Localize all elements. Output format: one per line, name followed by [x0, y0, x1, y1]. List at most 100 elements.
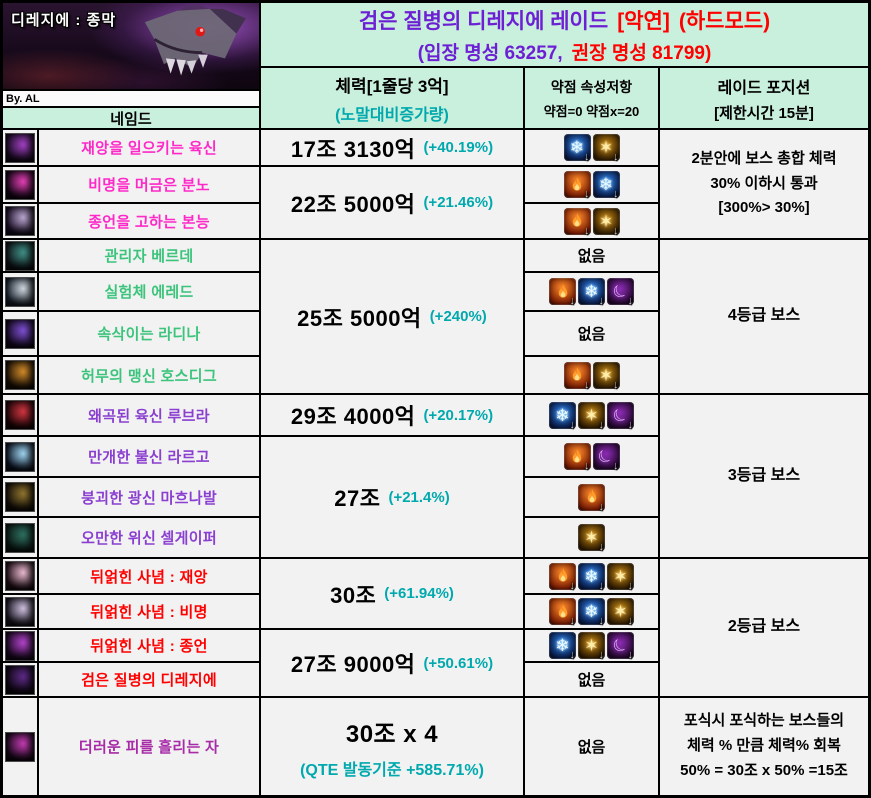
boss-portrait-icon — [5, 482, 35, 512]
down-arrow-icon: ↓ — [569, 418, 576, 431]
down-arrow-icon: ↓ — [613, 460, 619, 472]
position-line: 3등급 보스 — [727, 466, 801, 484]
fire-icon: ↓ — [549, 562, 576, 592]
down-arrow-icon: ↓ — [569, 649, 576, 661]
hp-increase: (+21.4%) — [388, 488, 450, 506]
author-credit: By. AL — [3, 91, 259, 106]
down-arrow-icon: ↓ — [584, 151, 590, 163]
weakness-cell: ↓ ❄ ↓ — [525, 167, 658, 202]
position-line: [300%> 30%] — [718, 199, 810, 217]
raid-title-cell: 검은 질병의 디레지에 레이드 [악연] (하드모드) (입장 명성 63257… — [261, 3, 868, 66]
element-glyph: ❄ — [569, 138, 585, 157]
weakness-cell: 없음 — [525, 312, 658, 355]
hp-cell: 29조 4000억 (+20.17%) — [261, 395, 523, 435]
hp-cell: 17조 3130억 (+40.19%) — [261, 130, 523, 165]
raid-title-main: 검은 질병의 디레지에 레이드 — [358, 9, 609, 33]
hp-cell: 27조 (+21.4%) — [261, 437, 523, 557]
boss-name: 관리자 베르데 — [39, 240, 259, 271]
down-arrow-icon: ↓ — [598, 579, 605, 592]
ice-icon: ❄ ↓ — [592, 171, 620, 200]
hp-header-line2: (노말대비증가량) — [335, 106, 449, 124]
hp-increase: (+20.17%) — [423, 406, 494, 424]
down-arrow-icon: ↓ — [598, 418, 605, 431]
raid-fame-recommended: 권장 명성 81799) — [571, 42, 712, 64]
down-arrow-icon: ↓ — [584, 224, 590, 237]
weakness-cell: ❄ ↓ ✶ ↓ ☾ ↓ — [525, 395, 658, 435]
boss-portrait-icon — [5, 522, 35, 553]
boss-name: 재앙을 일으키는 육신 — [39, 130, 259, 165]
weakness-cell: ↓ ❄ ↓ ✶ ↓ — [525, 559, 658, 593]
weakness-cell: ↓ ✶ ↓ — [525, 357, 658, 393]
weakness-cell: ↓ ✶ ↓ — [525, 204, 658, 238]
boss-icon-cell — [3, 395, 37, 435]
position-header-line2: [제한시간 15분] — [714, 104, 814, 122]
down-arrow-icon: ↓ — [627, 295, 634, 307]
hp-value: 30조 — [330, 582, 377, 608]
top-right-section: 검은 질병의 디레지에 레이드 [악연] (하드모드) (입장 명성 63257… — [261, 3, 868, 128]
hp-value: 17조 3130억 — [290, 136, 416, 162]
boss-table-body: 재앙을 일으키는 육신 ❄ ↓ ✶ ↓ 비명을 머금은 분노 ↓ ❄ ↓ 종언을 고하는 본능 ↓ ✶… — [3, 130, 868, 795]
ice-icon: ❄ ↓ — [549, 401, 576, 431]
boss-name: 뒤얽힌 사념 : 비명 — [39, 595, 259, 628]
boss-name: 실험체 에레드 — [39, 273, 259, 310]
boss-name: 뒤얽힌 사념 : 종언 — [39, 630, 259, 661]
dark-icon: ☾ ↓ — [607, 632, 634, 661]
boss-icon-cell — [3, 130, 37, 165]
boss-icon-cell — [3, 204, 37, 238]
down-arrow-icon: ↓ — [627, 615, 634, 627]
boss-name: 뒤얽힌 사념 : 재앙 — [39, 559, 259, 593]
boss-portrait-icon — [5, 169, 35, 200]
position-line: 2등급 보스 — [727, 618, 801, 636]
boss-name: 속삭이는 라디나 — [39, 312, 259, 355]
hp-increase: (+61.94%) — [384, 585, 454, 602]
hp-cell: 30조 (+61.94%) — [261, 559, 523, 628]
boss-icon-cell — [3, 518, 37, 557]
position-header-line1: 레이드 포지션 — [717, 79, 811, 97]
boss-portrait-icon — [5, 400, 35, 430]
ice-icon: ❄ ↓ — [578, 278, 605, 307]
down-arrow-icon: ↓ — [584, 188, 590, 200]
no-weakness-label: 없음 — [577, 248, 606, 265]
hp-increase: (+240%) — [429, 308, 487, 325]
boss-name: 허무의 맹신 호스디그 — [39, 357, 259, 393]
boss-icon-cell — [3, 559, 37, 593]
element-glyph: ✶ — [613, 602, 628, 621]
raid-title-mode: (하드모드) — [678, 9, 771, 33]
dark-icon: ☾ ↓ — [607, 401, 634, 431]
boss-portrait-icon — [5, 630, 35, 661]
light-icon: ✶ ↓ — [578, 632, 605, 661]
weakness-cell: ✶ ↓ — [525, 518, 658, 557]
light-icon: ✶ ↓ — [578, 401, 605, 431]
weakness-cell: ❄ ↓ ✶ ↓ ☾ ↓ — [525, 630, 658, 661]
position-line: 4등급 보스 — [727, 307, 801, 325]
hp-value: 29조 4000억 — [290, 404, 416, 429]
weakness-header-line2: 약점=0 약점x=20 — [543, 103, 640, 119]
position-cell: 4등급 보스 — [660, 240, 868, 393]
hp-cell: 30조 x 4 (QTE 발동기준 +585.71%) — [261, 698, 523, 795]
element-glyph: ✶ — [584, 405, 599, 425]
boss-icon-cell — [3, 698, 37, 795]
fire-icon: ↓ — [563, 361, 591, 391]
element-glyph: ✶ — [613, 566, 628, 586]
weakness-cell: ↓ ❄ ↓ ☾ ↓ — [525, 273, 658, 310]
boss-portrait-icon — [5, 561, 35, 591]
hp-value: 27조 — [334, 486, 381, 511]
ice-icon: ❄ ↓ — [578, 598, 605, 627]
hp-increase: (+50.61%) — [423, 654, 494, 672]
fire-icon: ↓ — [563, 443, 591, 472]
weakness-cell: ❄ ↓ ✶ ↓ — [525, 130, 658, 165]
no-weakness-label: 없음 — [577, 326, 606, 343]
column-headers: 체력[1줄당 3억] (노말대비증가량) 약점 속성저항 약점=0 약점x=20… — [261, 68, 868, 128]
down-arrow-icon: ↓ — [627, 649, 634, 661]
position-cell: 3등급 보스 — [660, 395, 868, 557]
light-icon: ✶ ↓ — [592, 134, 620, 163]
down-arrow-icon: ↓ — [569, 615, 576, 627]
weakness-cell: 없음 — [525, 663, 658, 696]
top-left-section: 디레지에 : 종막 By. AL 네임드 — [3, 3, 259, 128]
ice-icon: ❄ ↓ — [549, 632, 576, 661]
weakness-cell: 없음 — [525, 698, 658, 795]
column-header-weakness: 약점 속성저항 약점=0 약점x=20 — [525, 68, 658, 128]
boss-portrait-icon — [5, 206, 35, 236]
boss-icon-cell — [3, 437, 37, 476]
